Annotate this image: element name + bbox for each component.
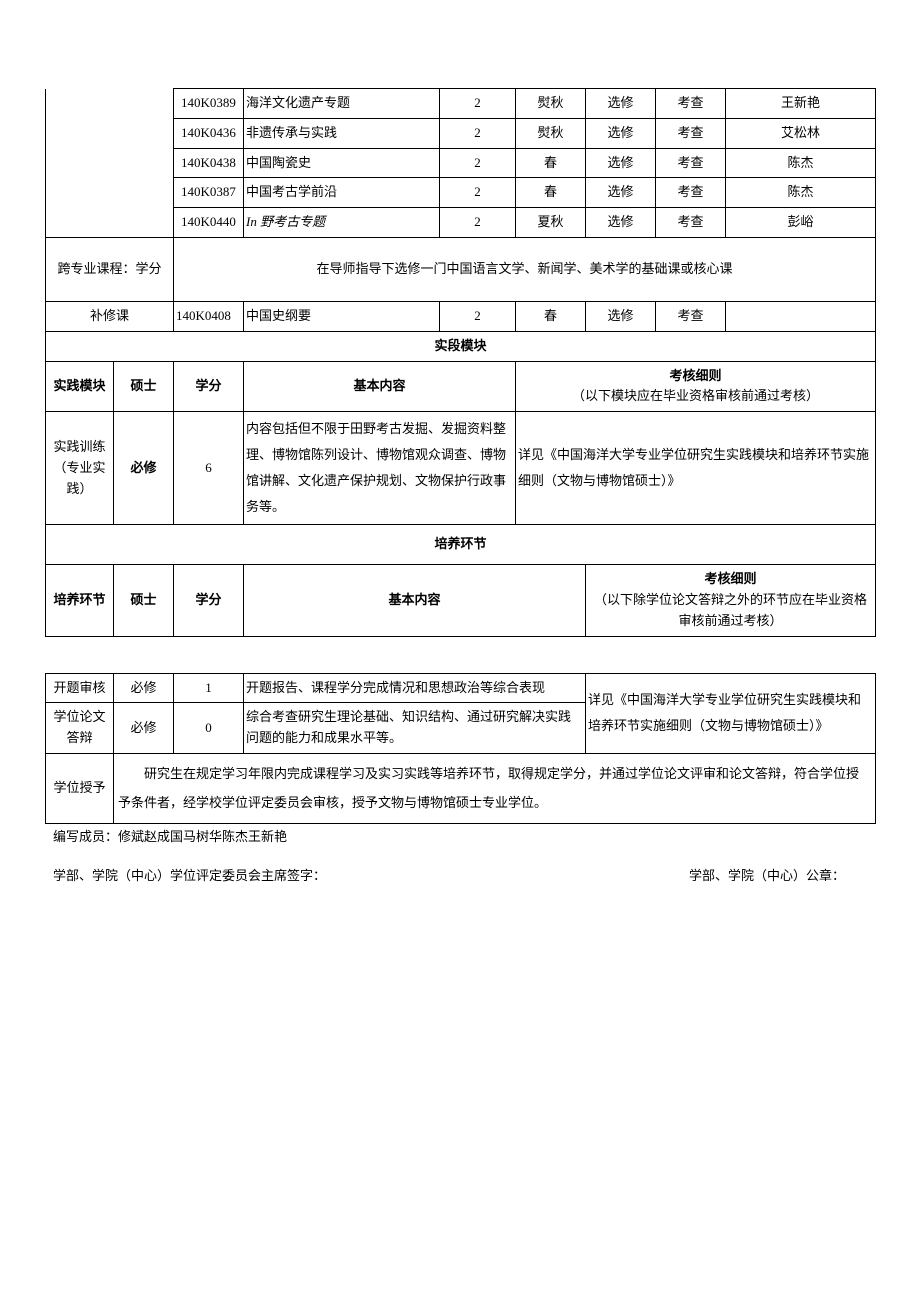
row-practice-header: 实践模块 硕士 学分 基本内容 考核细则 （以下模块应在毕业资格审核前通过考核） [46,361,876,412]
row-train-section: 培养环节 [46,525,876,565]
cell-name: 海洋文化遗产专题 [244,89,440,119]
sig-left: 学部、学院（中心）学位评定委员会主席签字： [53,868,326,883]
row-remedial: 补修课 140K0408 中国史纲要 2 春 选修 考查 [46,301,876,331]
sig-right: 学部、学院（中心）公章： [689,865,845,884]
authors-line: 编写成员：修斌赵成国马树华陈杰王新艳 [45,826,875,845]
row-practice-section: 实段模块 [46,331,876,361]
cell-term: 熨秋 [516,89,586,119]
cell-teacher: 王新艳 [726,89,876,119]
cell-credit: 2 [440,89,516,119]
table-main-2: 开题审核 必修 1 开题报告、课程学分完成情况和思想政治等综合表现 详见《中国海… [45,673,876,825]
row-practice: 实践训练（专业实践） 必修 6 内容包括但不限于田野考古发掘、发掘资料整理、博物… [46,412,876,525]
cell-type: 选修 [586,89,656,119]
row-train-header: 培养环节 硕士 学分 基本内容 考核细则 （以下除学位论文答辩之外的环节应在毕业… [46,565,876,636]
table-row: 开题审核 必修 1 开题报告、课程学分完成情况和思想政治等综合表现 详见《中国海… [46,673,876,703]
cell-code: 140K0389 [174,89,244,119]
table-main-1: 140K0389 海洋文化遗产专题 2 熨秋 选修 考查 王新艳 140K043… [45,88,876,637]
cell-assess: 考查 [656,89,726,119]
table-row: 140K0389 海洋文化遗产专题 2 熨秋 选修 考查 王新艳 [46,89,876,119]
row-cross-major: 跨专业课程：学分 在导师指导下选修一门中国语言文学、新闻学、美术学的基础课或核心… [46,237,876,301]
signature-line: 学部、学院（中心）学位评定委员会主席签字： 学部、学院（中心）公章： [45,865,875,884]
row-degree: 学位授予 研究生在规定学习年限内完成课程学习及实习实践等培养环节，取得规定学分，… [46,753,876,823]
